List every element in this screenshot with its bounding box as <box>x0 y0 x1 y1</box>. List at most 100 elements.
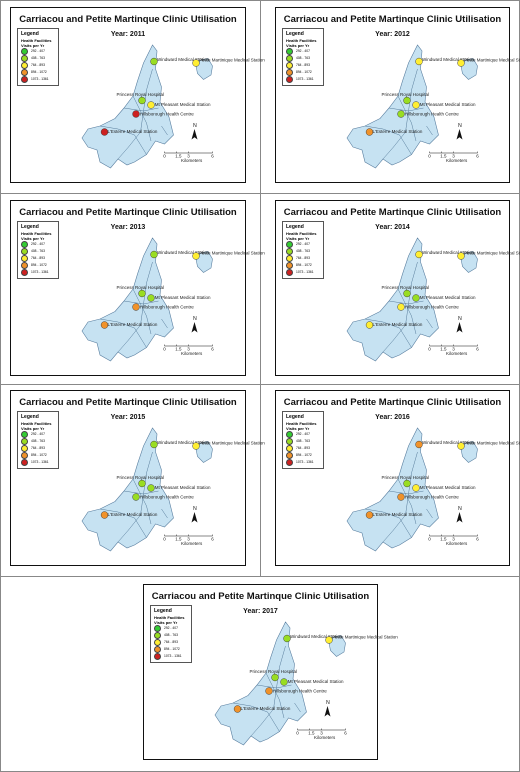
map-legend: Legend Health Facilities Visits per Yr 292 … <box>150 605 192 663</box>
facility-label: Petite Martinique Medical Station <box>199 58 265 63</box>
map-title: Carriacou and Petite Martinque Clinic Ut… <box>19 207 237 218</box>
facility-marker <box>415 250 423 259</box>
district-boundary <box>265 672 285 719</box>
north-label: N <box>193 316 197 322</box>
map-panel-2012: Carriacou and Petite Martinque Clinic Ut… <box>275 7 520 183</box>
district-boundary <box>250 687 277 737</box>
legend-class-row: 894 - 1072 <box>286 262 320 269</box>
legend-class-row: 894 - 1072 <box>154 646 188 653</box>
district-boundary <box>232 702 280 732</box>
district-boundary <box>408 451 418 495</box>
legend-variable: Visits per Yr <box>286 426 310 431</box>
facility-label: Petite Martinique Medical Station <box>199 251 265 256</box>
legend-swatch-icon <box>21 241 28 248</box>
scale-tick-label: 0 <box>296 731 299 736</box>
district-boundary <box>426 125 433 136</box>
facility-marker <box>132 110 140 118</box>
legend-class-row: 894 - 1072 <box>286 69 320 76</box>
facility-label: Mt Pleasant Medical Station <box>155 102 211 107</box>
district-boundary <box>161 318 168 329</box>
petite-martinique-island-shape <box>195 251 213 273</box>
scale-tick-label: 0 <box>428 347 431 352</box>
legend-swatch-icon <box>286 248 293 255</box>
district-boundary <box>117 110 144 160</box>
legend-swatch-icon <box>21 452 28 459</box>
north-label: N <box>458 123 462 129</box>
north-arrow-icon <box>324 706 331 717</box>
legend-variable: Visits per Yr <box>154 620 178 625</box>
facility-marker <box>457 442 465 450</box>
legend-variable: Visits per Yr <box>286 43 310 48</box>
map-legend: Legend Health Facilities Visits per Yr 292 … <box>17 411 59 469</box>
scale-tick-label: 3 <box>320 731 323 736</box>
legend-swatch-icon <box>154 639 161 646</box>
legend-class-label: 894 - 1072 <box>296 263 312 268</box>
map-year: Year: 2016 <box>375 414 410 421</box>
legend-class-label: 408 - 763 <box>31 56 45 61</box>
facility-label: Mt Pleasant Medical Station <box>155 485 211 490</box>
facility-marker <box>265 687 273 695</box>
facility-marker <box>138 289 146 298</box>
legend-swatch-icon <box>21 445 28 452</box>
map-panel-2011: Carriacou and Petite Martinque Clinic Ut… <box>10 7 265 183</box>
district-boundary <box>117 303 144 353</box>
scale-tick-label: 0 <box>163 347 166 352</box>
legend-class-row: 894 - 1072 <box>21 262 55 269</box>
facility-label: Petite Martinique Medical Station <box>464 441 520 446</box>
facility-marker <box>365 321 374 329</box>
scale-unit-label: Kilometers <box>181 541 203 546</box>
legend-class-row: 408 - 763 <box>21 248 55 255</box>
legend-class-row: 408 - 763 <box>21 55 55 62</box>
legend-class-label: 764 - 893 <box>164 640 178 645</box>
district-boundary <box>364 318 412 348</box>
facility-label: Windward Medical Station <box>422 440 475 445</box>
scale-tick-label: 1.5 <box>440 537 447 542</box>
legend-heading: Legend <box>286 414 304 420</box>
legend-class-row: 408 - 763 <box>286 248 320 255</box>
facility-marker <box>132 303 140 311</box>
district-boundary <box>397 288 417 335</box>
facility-marker <box>325 636 333 644</box>
facility-label: Princess Royal Hospital <box>117 285 165 290</box>
map-title: Carriacou and Petite Martinque Clinic Ut… <box>19 397 237 408</box>
legend-class-label: 408 - 763 <box>164 633 178 638</box>
district-boundary <box>382 303 409 353</box>
facility-label: Princess Royal Hospital <box>117 475 165 480</box>
legend-swatch-icon <box>21 262 28 269</box>
north-arrow-icon <box>191 512 198 523</box>
legend-class-row: 894 - 1072 <box>21 452 55 459</box>
legend-class-label: 292 - 407 <box>296 49 310 54</box>
facility-label: Hillsborough Health Centre <box>405 495 460 500</box>
scale-tick-label: 6 <box>344 731 347 736</box>
legend-swatch-icon <box>286 269 293 276</box>
scale-tick-label: 3 <box>187 537 190 542</box>
legend-class-row: 764 - 893 <box>154 639 188 646</box>
scale-tick-label: 0 <box>428 537 431 542</box>
legend-class-row: 292 - 407 <box>286 48 320 55</box>
legend-class-label: 292 - 407 <box>31 432 45 437</box>
legend-class-row: 764 - 893 <box>286 445 320 452</box>
facility-label: Petite Martinique Medical Station <box>332 635 398 640</box>
district-boundary <box>132 478 152 525</box>
map-title: Carriacou and Petite Martinque Clinic Ut… <box>19 14 237 25</box>
facility-marker <box>397 110 405 118</box>
legend-swatch-icon <box>286 55 293 62</box>
facility-marker <box>283 634 291 643</box>
legend-class-label: 292 - 407 <box>31 242 45 247</box>
facility-marker <box>280 678 288 686</box>
facility-label: L'Esterre Medical Station <box>241 706 291 711</box>
scale-tick-label: 1.5 <box>175 347 182 352</box>
map-year: Year: 2015 <box>110 414 146 421</box>
map-legend: Legend Health Facilities Visits per Yr 292 … <box>282 411 324 469</box>
legend-class-label: 894 - 1072 <box>31 453 47 458</box>
facility-label: Windward Medical Station <box>157 250 210 255</box>
district-boundary <box>426 508 433 519</box>
facility-label: Mt Pleasant Medical Station <box>155 295 211 300</box>
scale-unit-label: Kilometers <box>446 158 468 163</box>
district-boundary <box>143 261 153 305</box>
facility-label: Hillsborough Health Centre <box>140 495 195 500</box>
legend-class-label: 292 - 407 <box>164 626 178 631</box>
district-boundary <box>397 95 417 142</box>
